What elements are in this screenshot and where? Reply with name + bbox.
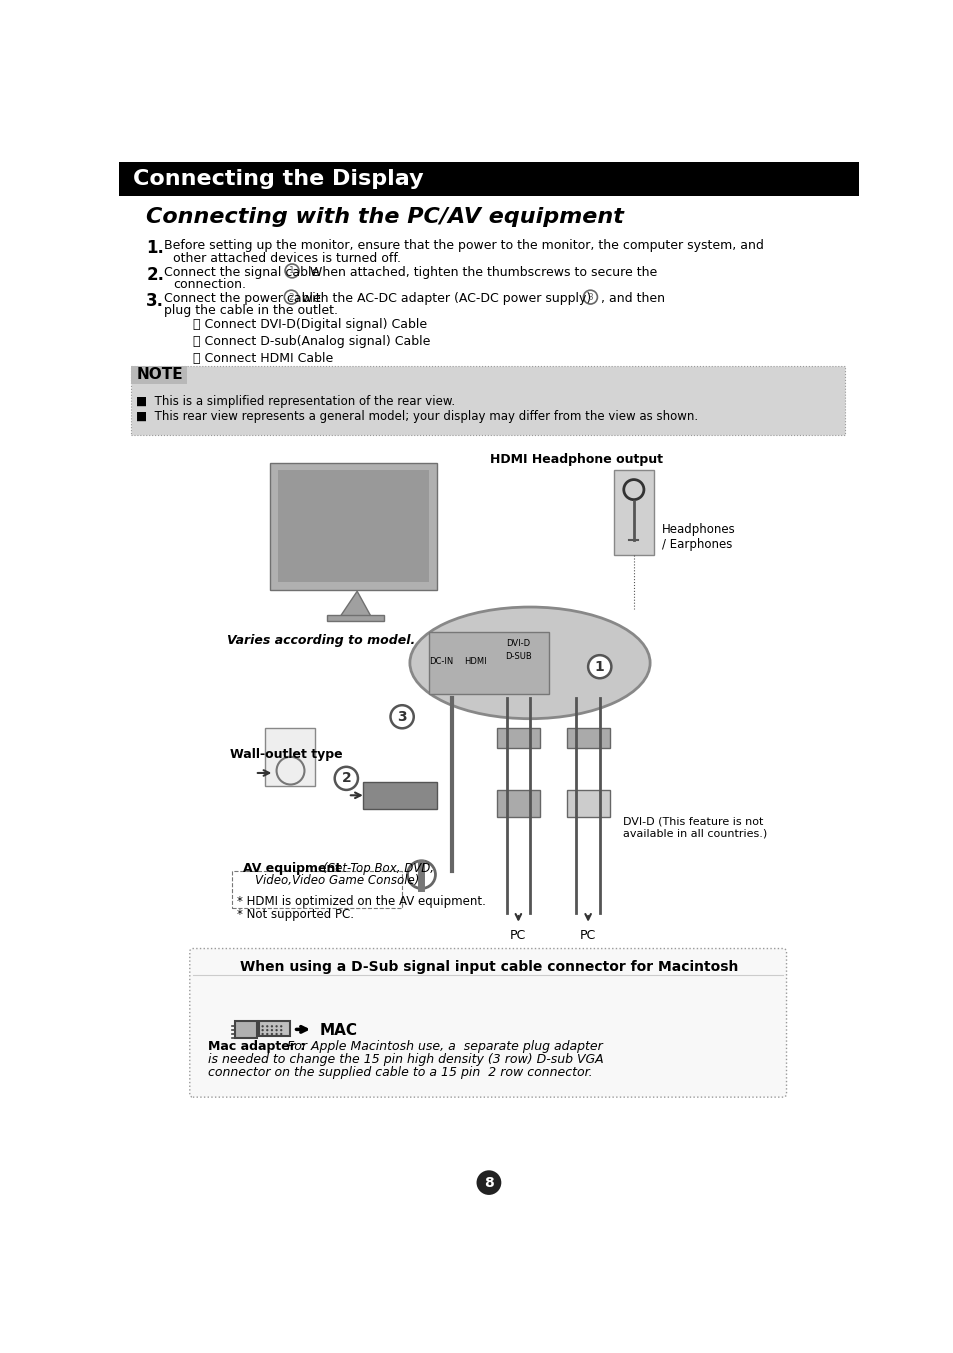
FancyBboxPatch shape [363,782,436,809]
Text: other attached devices is turned off.: other attached devices is turned off. [173,252,401,265]
Circle shape [271,1030,273,1031]
Circle shape [390,705,414,728]
Text: , and then: , and then [600,292,664,304]
Text: DVI-D (This feature is not
available in all countries.): DVI-D (This feature is not available in … [622,817,766,839]
Text: HDMI: HDMI [464,656,487,666]
Circle shape [266,1032,268,1035]
Text: Video,Video Game Console): Video,Video Game Console) [254,874,418,886]
Text: 2: 2 [288,292,294,302]
Text: NOTE: NOTE [136,368,183,383]
Text: D-SUB: D-SUB [504,652,531,662]
Circle shape [335,767,357,790]
Text: 1.: 1. [146,239,164,257]
Circle shape [587,655,611,678]
Text: with the AC-DC adapter (AC-DC power supply): with the AC-DC adapter (AC-DC power supp… [302,292,591,304]
Text: connection.: connection. [173,277,246,291]
Circle shape [275,1026,277,1027]
Text: Ⓐ Connect DVI-D(Digital signal) Cable: Ⓐ Connect DVI-D(Digital signal) Cable [193,318,427,331]
Circle shape [261,1030,264,1031]
FancyBboxPatch shape [119,162,858,196]
Text: Headphones
/ Earphones: Headphones / Earphones [661,522,735,551]
Text: Ⓒ Connect HDMI Cable: Ⓒ Connect HDMI Cable [193,352,333,365]
Text: Connecting with the PC/AV equipment: Connecting with the PC/AV equipment [146,207,623,227]
Text: When using a D-Sub signal input cable connector for Macintosh: When using a D-Sub signal input cable co… [239,961,738,974]
Ellipse shape [410,607,649,718]
Text: Before setting up the monitor, ensure that the power to the monitor, the compute: Before setting up the monitor, ensure th… [164,239,763,253]
FancyBboxPatch shape [278,471,429,582]
FancyBboxPatch shape [429,632,549,694]
FancyBboxPatch shape [235,1022,257,1038]
Text: PC: PC [579,928,596,942]
Text: HDMI Headphone output: HDMI Headphone output [490,453,662,467]
FancyBboxPatch shape [567,790,609,817]
Circle shape [261,1032,264,1035]
FancyBboxPatch shape [613,471,654,555]
Text: Wall-outlet type: Wall-outlet type [230,748,342,760]
Circle shape [266,1030,268,1031]
Circle shape [271,1026,273,1027]
Text: 1: 1 [595,660,604,674]
Text: * Not supported PC.: * Not supported PC. [236,908,354,921]
Text: MAC: MAC [319,1023,356,1038]
FancyBboxPatch shape [497,790,539,817]
FancyBboxPatch shape [270,463,436,590]
Circle shape [271,1032,273,1035]
FancyBboxPatch shape [567,728,609,748]
Text: ■  This rear view represents a general model; your display may differ from the v: ■ This rear view represents a general mo… [136,410,698,423]
Text: 2: 2 [341,771,351,785]
Text: AV equipment: AV equipment [243,862,341,874]
Text: * HDMI is optimized on the AV equipment.: * HDMI is optimized on the AV equipment. [236,896,485,908]
Circle shape [280,1032,282,1035]
Circle shape [280,1030,282,1031]
Circle shape [280,1026,282,1027]
Text: Mac adapter :: Mac adapter : [208,1040,310,1053]
Text: 2.: 2. [146,265,164,284]
Text: DC-IN: DC-IN [428,656,453,666]
Text: 3: 3 [587,292,593,302]
Text: 3: 3 [396,710,407,724]
Circle shape [261,1026,264,1027]
Circle shape [275,1030,277,1031]
Text: 1: 1 [289,267,294,276]
Text: Ⓑ Connect D-sub(Analog signal) Cable: Ⓑ Connect D-sub(Analog signal) Cable [193,334,430,348]
Text: Connect the signal cable: Connect the signal cable [164,265,319,279]
Text: Connect the power cable: Connect the power cable [164,292,320,304]
Text: 8: 8 [483,1176,494,1189]
FancyBboxPatch shape [497,728,539,748]
Text: (Set-Top Box, DVD,: (Set-Top Box, DVD, [323,862,434,874]
Text: plug the cable in the outlet.: plug the cable in the outlet. [164,304,338,317]
Text: . When attached, tighten the thumbscrews to secure the: . When attached, tighten the thumbscrews… [302,265,657,279]
Text: 3.: 3. [146,292,164,310]
Text: Varies according to model.: Varies according to model. [227,633,415,647]
FancyBboxPatch shape [327,616,384,621]
Circle shape [476,1170,500,1195]
FancyBboxPatch shape [232,871,402,908]
Text: DVI-D: DVI-D [506,639,530,648]
FancyBboxPatch shape [131,365,844,434]
FancyBboxPatch shape [190,948,785,1097]
Circle shape [275,1032,277,1035]
FancyBboxPatch shape [258,1022,290,1036]
Circle shape [266,1026,268,1027]
Polygon shape [340,591,371,617]
Text: PC: PC [510,928,526,942]
Text: connector on the supplied cable to a 15 pin  2 row connector.: connector on the supplied cable to a 15 … [208,1066,593,1080]
FancyBboxPatch shape [131,365,187,384]
Text: For Apple Macintosh use, a  separate plug adapter: For Apple Macintosh use, a separate plug… [287,1040,602,1053]
Text: Connecting the Display: Connecting the Display [133,169,423,189]
FancyBboxPatch shape [265,728,315,786]
Text: ■  This is a simplified representation of the rear view.: ■ This is a simplified representation of… [136,395,455,407]
Text: is needed to change the 15 pin high density (3 row) D-sub VGA: is needed to change the 15 pin high dens… [208,1053,603,1066]
